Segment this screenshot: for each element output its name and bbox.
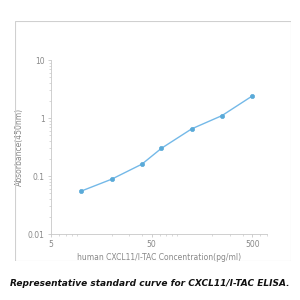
Text: Representative standard curve for CXCL11/I-TAC ELISA.: Representative standard curve for CXCL11… [10,279,290,288]
X-axis label: human CXCL11/I-TAC Concentration(pg/ml): human CXCL11/I-TAC Concentration(pg/ml) [77,254,241,262]
Y-axis label: Absorbance(450nm): Absorbance(450nm) [15,108,24,186]
